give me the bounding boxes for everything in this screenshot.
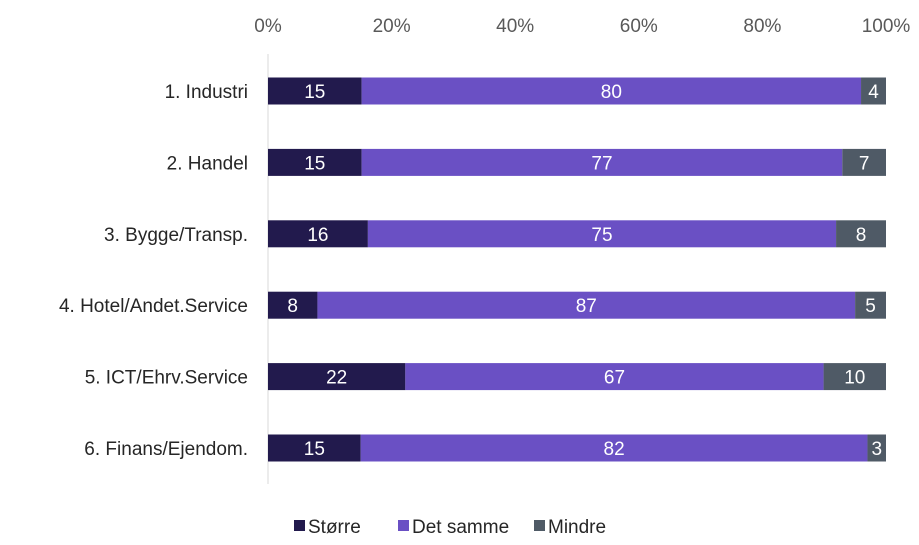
bar-segment xyxy=(268,220,368,248)
data-label: 16 xyxy=(307,225,328,246)
category-label: 4. Hotel/Andet.Service xyxy=(59,296,248,317)
data-label: 67 xyxy=(604,368,625,389)
bar-segment xyxy=(361,77,862,105)
bar-segment xyxy=(823,363,886,391)
category-label: 3. Bygge/Transp. xyxy=(104,225,248,246)
data-label: 15 xyxy=(304,439,325,460)
data-label: 3 xyxy=(871,439,882,460)
legend-swatch xyxy=(534,520,545,531)
bar-segment xyxy=(836,220,886,248)
data-label: 87 xyxy=(576,296,597,317)
data-label: 10 xyxy=(844,368,865,389)
bar-segment xyxy=(855,291,886,319)
bar-segment xyxy=(361,148,843,176)
legend-label: Det samme xyxy=(412,517,509,538)
data-label: 75 xyxy=(591,225,612,246)
x-tick-label: 60% xyxy=(620,16,658,37)
x-axis-ticks: 0% 20% 40% 60% 80% 100% xyxy=(254,16,910,37)
data-label: 7 xyxy=(859,153,870,174)
data-label: 15 xyxy=(304,82,325,103)
bar-segment xyxy=(842,148,886,176)
data-label: 4 xyxy=(868,82,879,103)
category-label: 1. Industri xyxy=(165,82,248,103)
bar-segment xyxy=(268,363,406,391)
bar-segment xyxy=(405,363,824,391)
legend-swatch xyxy=(398,520,409,531)
legend-swatch xyxy=(294,520,305,531)
data-label: 5 xyxy=(865,296,876,317)
legend: Større Det samme Mindre xyxy=(294,517,606,538)
category-label: 2. Handel xyxy=(167,153,248,174)
data-label: 82 xyxy=(604,439,625,460)
data-label: 22 xyxy=(326,368,347,389)
legend-label: Mindre xyxy=(548,517,606,538)
data-label: 80 xyxy=(601,82,622,103)
bar-segment xyxy=(268,148,362,176)
bar-segment xyxy=(367,220,837,248)
bar-segment xyxy=(268,434,361,462)
x-tick-label: 20% xyxy=(373,16,411,37)
data-label: 15 xyxy=(304,153,325,174)
category-labels: 1. Industri 2. Handel 3. Bygge/Transp. 4. H… xyxy=(59,82,248,460)
x-tick-label: 40% xyxy=(496,16,534,37)
bar-segment xyxy=(317,291,856,319)
legend-label: Større xyxy=(308,517,361,538)
bar-segment xyxy=(360,434,868,462)
bar-segment xyxy=(268,291,318,319)
data-label: 8 xyxy=(287,296,298,317)
data-label: 77 xyxy=(591,153,612,174)
x-tick-label: 100% xyxy=(862,16,911,37)
category-label: 6. Finans/Ejendom. xyxy=(84,439,248,460)
bar-segment xyxy=(268,77,362,105)
category-label: 5. ICT/Ehrv.Service xyxy=(85,368,248,389)
x-tick-label: 0% xyxy=(254,16,282,37)
bar-segment xyxy=(861,77,886,105)
bar-segment xyxy=(867,434,886,462)
x-tick-label: 80% xyxy=(743,16,781,37)
data-label: 8 xyxy=(856,225,867,246)
